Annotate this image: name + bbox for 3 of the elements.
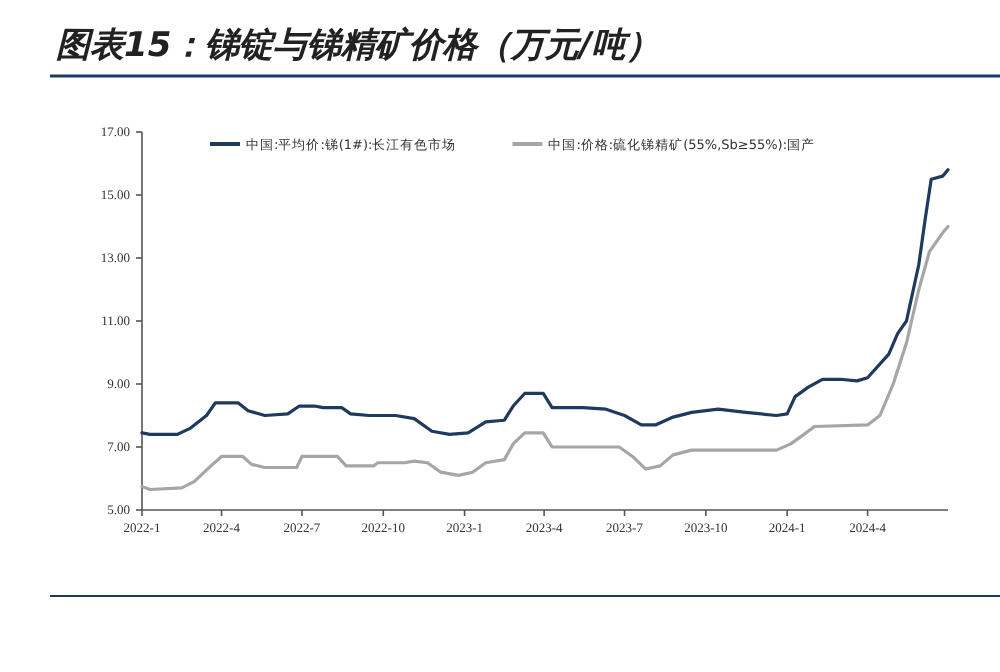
line-series bbox=[140, 168, 950, 436]
chart-title: 图表15：锑锭与锑精矿价格（万元/吨） bbox=[56, 26, 660, 66]
line-series bbox=[140, 224, 950, 492]
